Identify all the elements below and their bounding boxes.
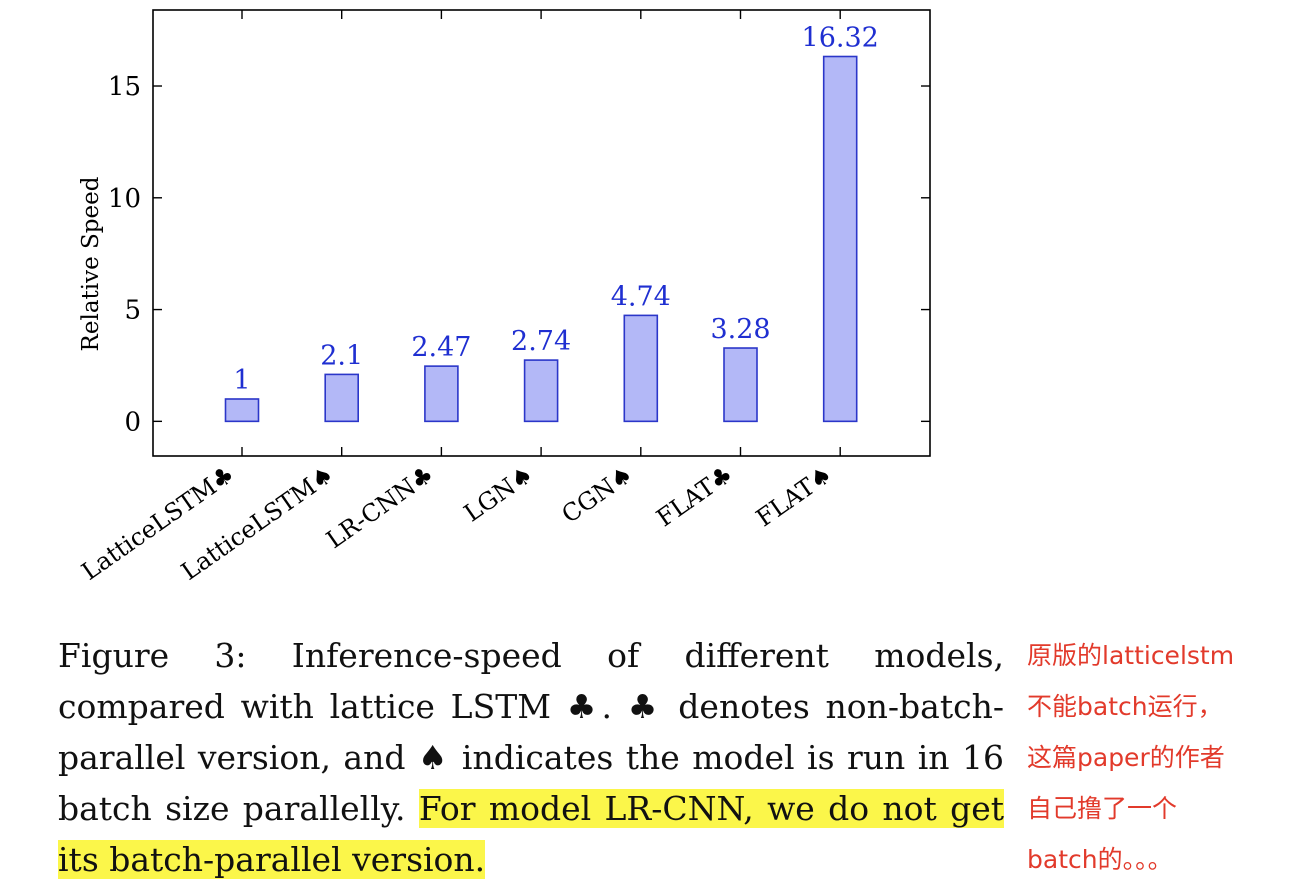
category-label: FLAT♠	[751, 460, 838, 532]
bar	[324, 373, 360, 423]
category-label: LR-CNN♣	[321, 460, 439, 554]
bar	[623, 314, 659, 423]
y-axis: 0 5 10 15	[108, 72, 930, 437]
y-tick-label: 5	[124, 296, 141, 326]
value-label: 3.28	[710, 314, 770, 345]
y-tick-label: 15	[108, 72, 141, 102]
note-line: 不能batch运行，	[1027, 692, 1223, 721]
value-label: 2.1	[320, 340, 363, 371]
note-line: 原版的latticelstm	[1027, 641, 1235, 670]
bar	[424, 365, 459, 423]
value-label: 16.32	[802, 23, 879, 54]
handwritten-note: 原版的latticelstm 不能batch运行， 这篇paper的作者 自己撸…	[1027, 630, 1303, 885]
value-label: 2.74	[511, 326, 571, 357]
note-line: 自己撸了一个	[1027, 794, 1178, 823]
category-label: FLAT♣	[651, 460, 738, 532]
category-label: LGN♠	[459, 460, 539, 527]
x-axis: LatticeLSTM♣LatticeLSTM♠LR-CNN♣ LGN♠ CGN♠ F…	[76, 10, 841, 586]
y-axis-label: Relative Speed	[78, 176, 104, 351]
value-label: 1	[233, 365, 250, 396]
bars	[224, 55, 858, 423]
figure-caption: Figure 3: Inference-speed of different m…	[58, 630, 1004, 885]
bar	[224, 398, 260, 423]
bar	[523, 359, 559, 423]
caption-text: Figure 3: Inference-speed of different m…	[58, 636, 1004, 828]
bar	[723, 347, 758, 423]
value-labels: 1 2.1 2.47 2.74 4.74 3.28 16.32	[233, 23, 878, 396]
value-label: 2.47	[411, 332, 471, 363]
note-line: batch的。。。	[1027, 845, 1173, 874]
note-line: 这篇paper的作者	[1027, 743, 1225, 772]
y-tick-label: 10	[108, 184, 141, 214]
value-label: 4.74	[611, 281, 671, 312]
category-label: CGN♠	[557, 460, 639, 529]
y-tick-label: 0	[124, 407, 141, 437]
bar	[822, 55, 858, 423]
